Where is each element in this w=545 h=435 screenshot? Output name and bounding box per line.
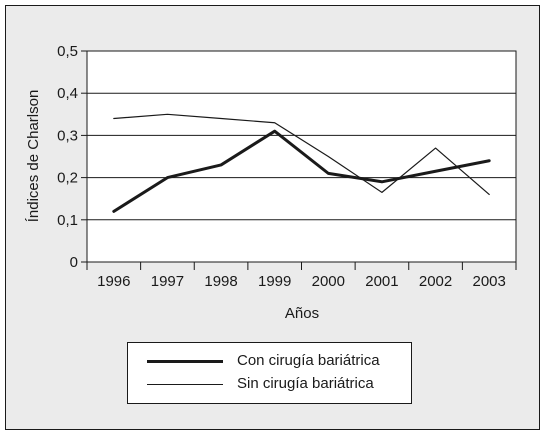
legend-item-con-cirugia: Con cirugía bariátrica <box>128 351 413 371</box>
legend-label: Con cirugía bariátrica <box>237 352 380 369</box>
plot-area <box>87 51 516 262</box>
y-tick-label: 0 <box>70 254 78 271</box>
y-tick-label: 0,1 <box>57 212 78 229</box>
y-axis-title: Índices de Charlson <box>25 90 42 223</box>
x-tick-label: 2002 <box>419 273 452 290</box>
series-line-sin-cirugia <box>113 113 490 196</box>
y-tick-label: 0,4 <box>57 85 78 102</box>
x-axis-title: Años <box>285 305 319 322</box>
series-line-con-cirugia <box>112 129 491 213</box>
legend-item-sin-cirugia: Sin cirugía bariátrica <box>128 374 413 394</box>
x-tick-label: 1998 <box>204 273 237 290</box>
x-tick-label: 1999 <box>258 273 291 290</box>
legend: Con cirugía bariátrica Sin cirugía bariá… <box>127 342 412 404</box>
gridlines <box>87 92 516 221</box>
y-tick-label: 0,3 <box>57 127 78 144</box>
x-tick-label: 1997 <box>151 273 184 290</box>
x-tick-label: 1996 <box>97 273 130 290</box>
x-tick-label: 2000 <box>312 273 345 290</box>
x-tick-label: 2001 <box>365 273 398 290</box>
legend-swatch-thin <box>147 384 223 385</box>
y-tick-label: 0,2 <box>57 170 78 187</box>
x-tick-label: 2003 <box>473 273 506 290</box>
legend-label: Sin cirugía bariátrica <box>237 375 374 392</box>
y-tick-label: 0,5 <box>57 43 78 60</box>
series-lines <box>112 113 491 213</box>
legend-swatch-thick <box>147 360 223 363</box>
x-axis: 1996 1997 1998 1999 2000 2001 2002 2003 <box>86 262 517 290</box>
y-axis: 0 0,1 0,2 0,3 0,4 0,5 <box>57 43 87 271</box>
